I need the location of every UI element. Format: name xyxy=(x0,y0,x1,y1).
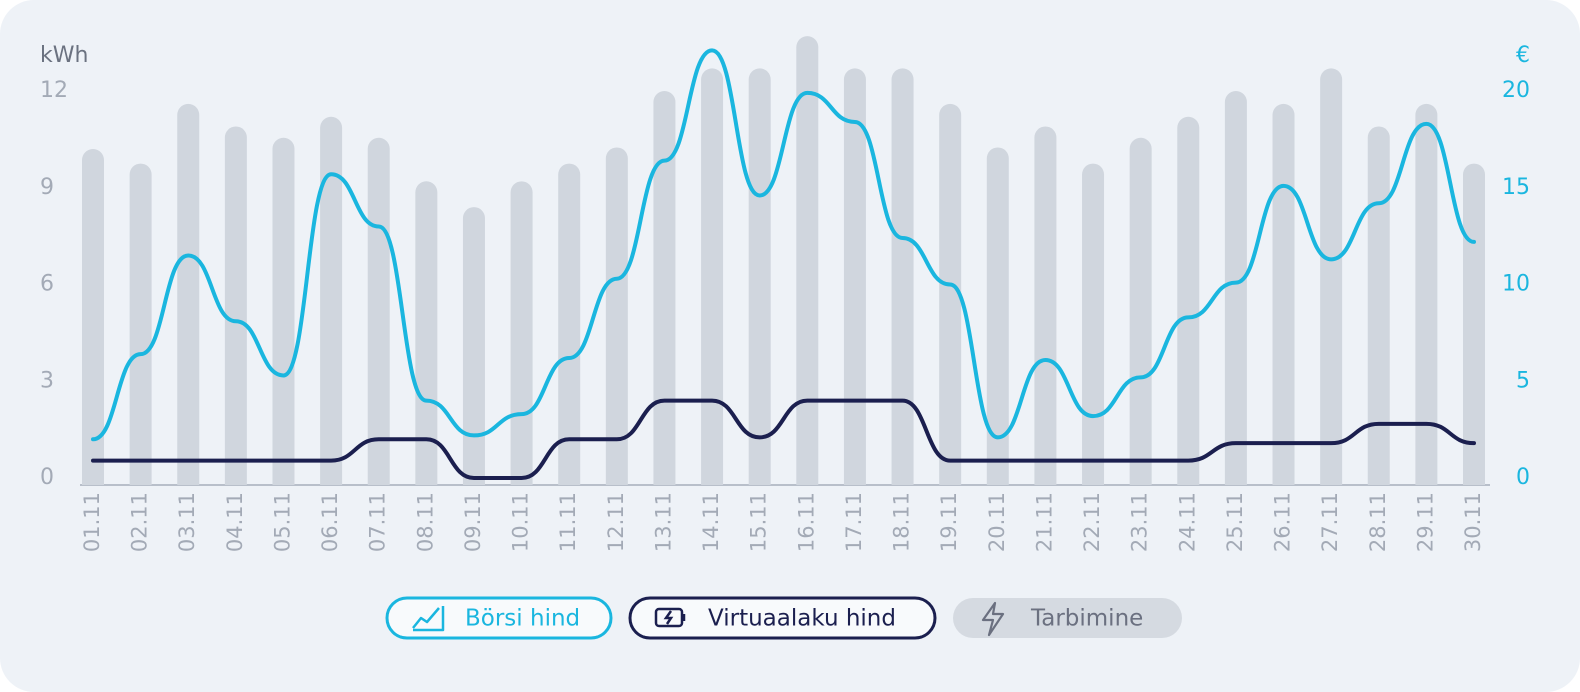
line xyxy=(91,398,1476,480)
bar xyxy=(843,68,866,486)
legend-label: Tarbimine xyxy=(1030,606,1143,632)
legend-pill xyxy=(953,598,1182,638)
legend-icon xyxy=(663,610,686,625)
legend-icon xyxy=(654,607,684,628)
legend-icon xyxy=(412,606,445,632)
y-tick-label: 0 xyxy=(40,465,54,490)
y-tick-label: 12 xyxy=(40,78,68,103)
bar xyxy=(177,103,200,486)
x-tick-label: 13.11 xyxy=(651,492,675,552)
y-tick-label: 6 xyxy=(40,272,54,297)
x-tick-label: 07.11 xyxy=(366,492,390,552)
bar xyxy=(986,147,1009,486)
bar xyxy=(558,163,581,486)
x-tick-label: 23.11 xyxy=(1128,492,1152,552)
legend-item[interactable]: Virtuaalaku hind xyxy=(628,596,937,640)
bar xyxy=(1034,126,1057,486)
bar xyxy=(129,163,152,486)
bar xyxy=(1367,126,1390,486)
bar xyxy=(1129,137,1152,485)
x-tick-label: 24.11 xyxy=(1175,492,1199,552)
bar xyxy=(1463,163,1485,486)
bar xyxy=(1272,103,1295,486)
x-tick-label: 04.11 xyxy=(223,492,247,552)
bar xyxy=(415,181,438,485)
y2-tick-label: 20 xyxy=(1502,78,1530,103)
x-tick-label: 22.11 xyxy=(1080,492,1104,552)
x-tick-label: 19.11 xyxy=(937,492,961,552)
x-tick-label: 06.11 xyxy=(318,492,342,552)
x-tick-label: 16.11 xyxy=(794,492,818,552)
legend-label: Virtuaalaku hind xyxy=(708,606,896,632)
y2-tick-label: 0 xyxy=(1516,465,1530,490)
bar xyxy=(1082,163,1105,486)
legend: Börsi hind Virtuaalaku hind Tarbimine xyxy=(385,596,1182,640)
legend-item[interactable]: Tarbimine xyxy=(953,598,1182,638)
x-tick-label: 12.11 xyxy=(604,492,628,552)
bar xyxy=(1177,116,1200,486)
legend-label: Börsi hind xyxy=(465,606,580,632)
x-tick-label: 30.11 xyxy=(1461,492,1485,552)
x-tick-label: 09.11 xyxy=(461,492,485,552)
x-tick-label: 20.11 xyxy=(985,492,1009,552)
line xyxy=(91,48,1476,442)
bar xyxy=(462,207,485,485)
y-tick-label: 3 xyxy=(40,368,54,393)
x-tick-label: 03.11 xyxy=(175,492,199,552)
y-tick-label: 9 xyxy=(40,175,54,200)
bar xyxy=(891,68,914,486)
x-tick-label: 01.11 xyxy=(80,492,104,552)
bar xyxy=(1320,68,1343,486)
bar xyxy=(320,116,343,486)
x-tick-label: 18.11 xyxy=(890,492,914,552)
legend-pill xyxy=(628,596,937,640)
x-tick-label: 14.11 xyxy=(699,492,723,552)
bar xyxy=(82,149,104,485)
bar xyxy=(1224,91,1247,486)
x-tick-label: 08.11 xyxy=(413,492,437,552)
bar xyxy=(224,126,247,486)
y2-axis-label: € xyxy=(1516,43,1530,68)
x-tick-label: 29.11 xyxy=(1413,492,1437,552)
bar xyxy=(939,103,962,486)
bar xyxy=(510,181,533,485)
x-tick-label: 10.11 xyxy=(509,492,533,552)
y2-tick-label: 5 xyxy=(1516,368,1530,393)
x-tick-label: 27.11 xyxy=(1318,492,1342,552)
bar xyxy=(605,147,628,486)
x-tick-label: 05.11 xyxy=(270,492,294,552)
y2-tick-label: 10 xyxy=(1502,272,1530,297)
x-tick-label: 11.11 xyxy=(556,492,580,552)
x-tick-label: 17.11 xyxy=(842,492,866,552)
x-tick-label: 26.11 xyxy=(1271,492,1295,552)
bar xyxy=(701,68,724,486)
bar xyxy=(796,36,819,486)
y-axis-label: kWh xyxy=(40,43,88,68)
legend-icon xyxy=(981,601,1005,637)
x-tick-label: 21.11 xyxy=(1032,492,1056,552)
x-tick-label: 02.11 xyxy=(128,492,152,552)
legend-item[interactable]: Börsi hind xyxy=(385,596,613,640)
bar xyxy=(1415,103,1438,486)
bar xyxy=(653,91,676,486)
x-tick-label: 28.11 xyxy=(1366,492,1390,552)
x-tick-label: 15.11 xyxy=(747,492,771,552)
bar xyxy=(367,137,390,485)
x-tick-label: 25.11 xyxy=(1223,492,1247,552)
bar xyxy=(748,68,771,486)
y2-tick-label: 15 xyxy=(1502,175,1530,200)
bar xyxy=(272,137,295,485)
